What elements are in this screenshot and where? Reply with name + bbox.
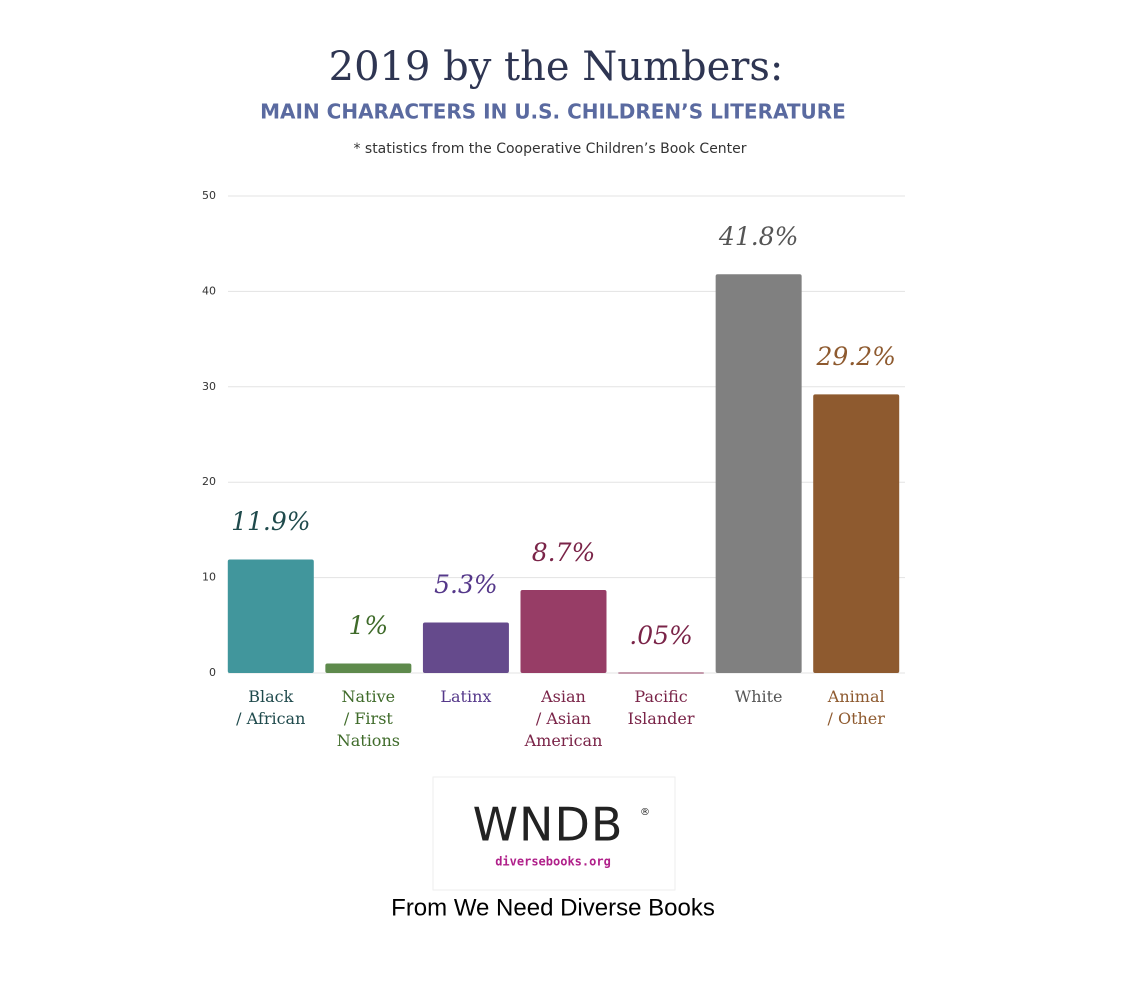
x-tick-label: Latinx [440,687,492,706]
bar [813,394,900,673]
y-tick-label: 20 [202,475,216,488]
x-tick-label: Native / First Nations [336,687,400,750]
y-tick-label: 40 [202,284,216,297]
bar [227,559,314,673]
x-tick-label: Pacific Islander [627,687,695,728]
x-tick-label: Animal / Other [827,687,885,728]
chart-subtitle: MAIN CHARACTERS IN U.S. CHILDREN’S LITER… [260,100,846,124]
x-tick-label: Asian / Asian American [524,687,603,750]
value-label: 11.9% [231,507,311,537]
chart-title: 2019 by the Numbers: [329,44,784,90]
chart-note: * statistics from the Cooperative Childr… [353,141,746,157]
value-label: .05% [629,620,693,650]
value-label: 5.3% [434,570,498,600]
x-tick-label: Black / African [236,687,306,728]
caption: From We Need Diverse Books [391,894,715,921]
y-tick-label: 0 [209,666,216,679]
x-tick-label: White [734,687,783,706]
y-tick-label: 10 [202,571,216,584]
bar [520,590,607,673]
bar [618,672,705,674]
bar [715,274,802,673]
y-tick-label: 50 [202,189,216,202]
value-label: 1% [348,611,389,641]
value-label: 41.8% [718,222,799,252]
bar [422,622,509,673]
bar [325,663,412,673]
y-tick-label: 30 [202,380,216,393]
value-label: 8.7% [531,538,596,567]
logo-mark: ® [640,807,650,818]
value-label: 29.2% [816,342,896,372]
logo-text: WNDB [473,798,624,852]
logo-box [432,776,676,891]
logo-url: diversebooks.org [495,855,611,869]
